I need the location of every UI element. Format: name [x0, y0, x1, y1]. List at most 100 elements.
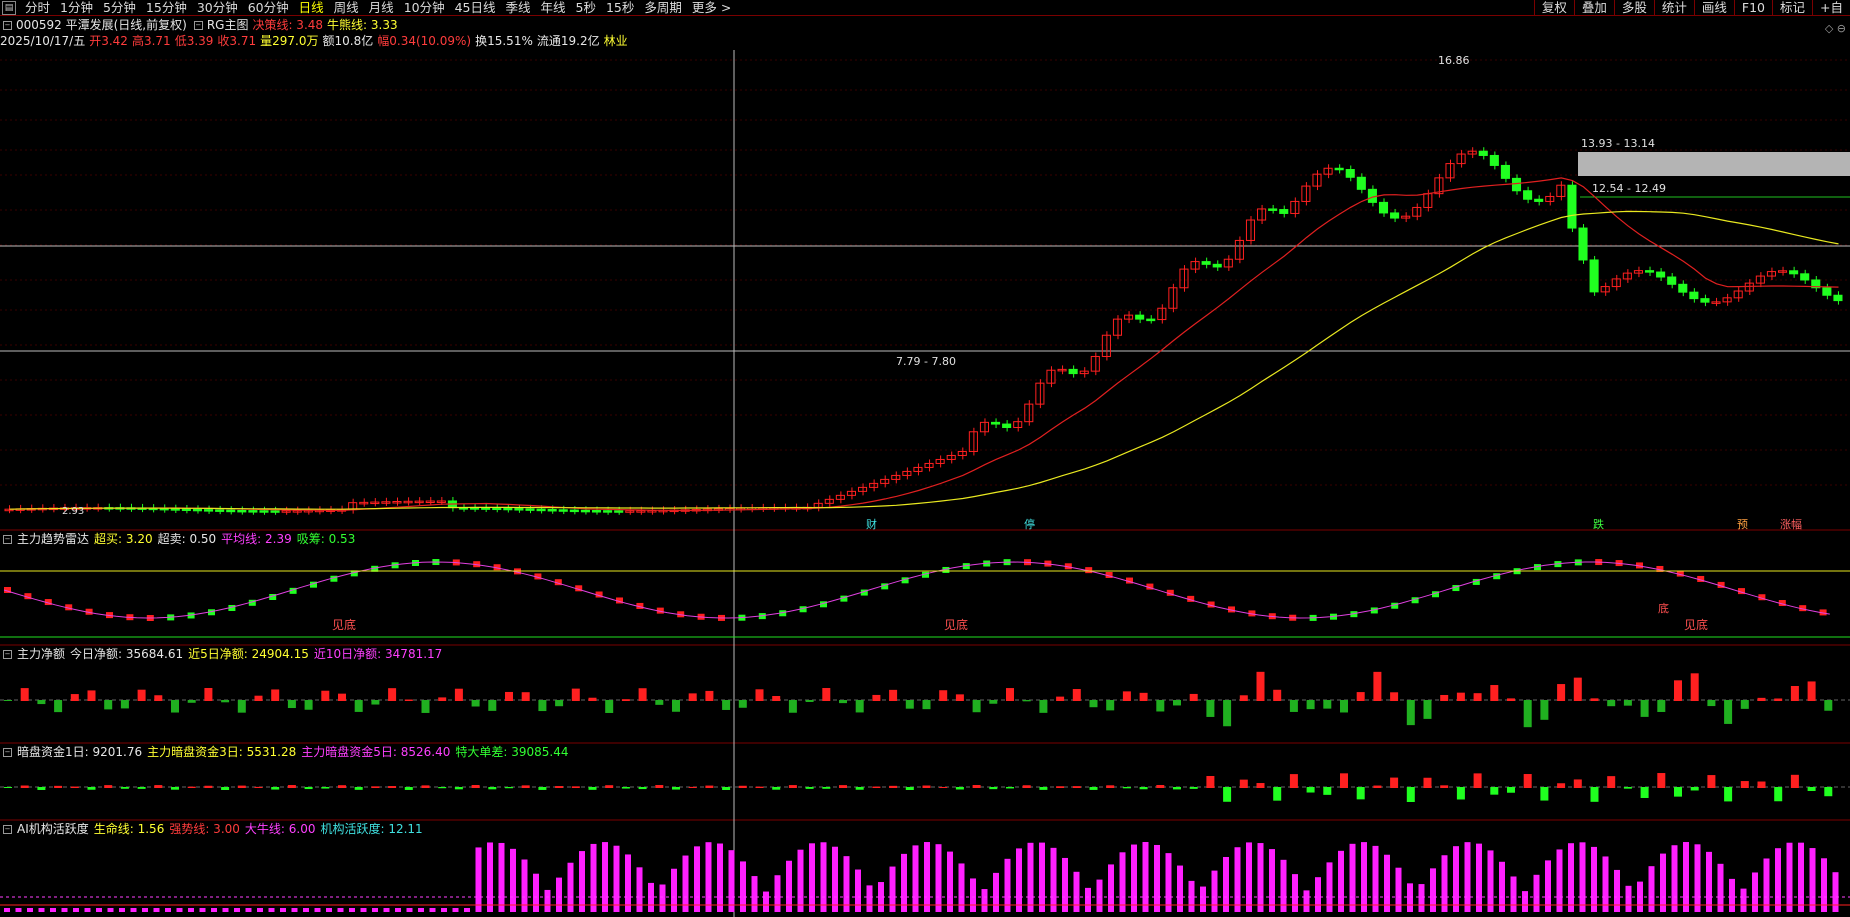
darkpool-bar-78: [1306, 787, 1315, 793]
minus-icon[interactable]: −: [193, 21, 203, 30]
radar-block-170: [1738, 588, 1745, 595]
toolbar-button-0[interactable]: 复权: [1533, 0, 1574, 15]
event-label-cai[interactable]: 财: [866, 518, 877, 531]
minus-icon[interactable]: −: [3, 21, 12, 30]
candle-body-105: [1168, 287, 1178, 309]
candle-body-142: [1578, 227, 1588, 261]
netflow-bar-37: [621, 699, 630, 701]
ai-bar-102: [1177, 865, 1183, 912]
period-tab-7[interactable]: 周线: [333, 0, 359, 15]
event-label-yu[interactable]: 预: [1737, 518, 1748, 531]
toolbar-button-7[interactable]: +自: [1812, 0, 1850, 15]
period-tab-5[interactable]: 60分钟: [247, 0, 289, 15]
ai-bar-84: [970, 878, 976, 912]
candle-body-82: [913, 466, 923, 472]
netflow-bar-79: [1323, 700, 1332, 709]
period-tab-9[interactable]: 10分钟: [403, 0, 445, 15]
darkpool-bar-17: [287, 785, 296, 788]
period-tab-16[interactable]: 更多 >: [691, 0, 732, 15]
candle-body-139: [1545, 195, 1555, 202]
darkpool-bar-7: [120, 787, 129, 789]
minus-icon[interactable]: −: [3, 650, 12, 659]
candle-body-124: [1378, 201, 1389, 214]
toolbar-button-2[interactable]: 多股: [1613, 0, 1654, 15]
ai-bar-80: [924, 842, 930, 912]
minus-icon[interactable]: −: [3, 825, 12, 834]
period-tab-4[interactable]: 30分钟: [196, 0, 238, 15]
quote-low: 低3.39: [174, 34, 214, 48]
period-tab-13[interactable]: 5秒: [575, 0, 596, 15]
event-label-ting[interactable]: 停: [1024, 518, 1035, 531]
ai-bar-94: [1085, 887, 1091, 912]
period-tab-8[interactable]: 月线: [368, 0, 394, 15]
period-tab-1[interactable]: 1分钟: [60, 0, 93, 15]
panel-netflow-name[interactable]: 主力净额: [17, 647, 66, 661]
ai-bar-126: [1453, 846, 1459, 912]
candle-body-161: [1789, 270, 1799, 275]
ai-bar-30: [349, 908, 355, 912]
ai-bar-123: [1418, 884, 1425, 912]
candle-body-135: [1500, 164, 1510, 179]
toolbar-button-1[interactable]: 叠加: [1573, 0, 1614, 15]
ai-bar-73: [843, 856, 850, 912]
period-tab-11[interactable]: 季线: [505, 0, 531, 15]
toolbar-button-6[interactable]: 标记: [1772, 0, 1812, 15]
ai-bar-67: [774, 875, 781, 912]
candle-body-86: [957, 450, 967, 456]
period-tab-15[interactable]: 多周期: [644, 0, 682, 15]
period-tab-3[interactable]: 15分钟: [145, 0, 187, 15]
panel-radar-name[interactable]: 主力趋势雷达: [17, 532, 90, 546]
ai-bar-122: [1407, 883, 1413, 912]
toolbar-button-5[interactable]: F10: [1733, 0, 1772, 15]
stock-code-name[interactable]: 000592 平潭发展(日线,前复权): [16, 18, 187, 32]
menu-icon[interactable]: ▤: [2, 0, 16, 15]
darkpool-bar-84: [1406, 787, 1415, 802]
darkpool-bar-27: [454, 787, 463, 790]
period-tab-6[interactable]: 日线: [298, 0, 324, 15]
darkpool-bar-34: [571, 786, 580, 788]
minus-icon[interactable]: −: [3, 748, 12, 757]
darkpool-bar-81: [1356, 787, 1365, 800]
period-tab-0[interactable]: 分时: [25, 0, 51, 15]
radar-block-0: [4, 587, 11, 593]
ai-bar-99: [1142, 842, 1149, 912]
ai-bar-50: [579, 851, 585, 912]
darkpool-bar-104: [1740, 781, 1749, 788]
ma-red-line: [9, 177, 1839, 511]
candle-body-93: [1035, 382, 1045, 405]
indicator-name[interactable]: RG主图: [206, 18, 249, 32]
radar-block-48: [493, 564, 501, 571]
candle-body-36: [403, 500, 413, 504]
panel-control-icon[interactable]: ◇ ⊖: [1824, 22, 1846, 35]
ai-bar-26: [303, 908, 309, 912]
ai-bar-78: [901, 853, 907, 912]
period-tab-2[interactable]: 5分钟: [102, 0, 136, 15]
period-tab-10[interactable]: 45日线: [454, 0, 496, 15]
candle-body-20: [226, 509, 236, 513]
netflow-bar-99: [1657, 700, 1666, 712]
netflow-bar-16: [271, 689, 280, 701]
event-label-zhangfu[interactable]: 涨幅: [1780, 518, 1802, 531]
darkpool-bar-75: [1256, 783, 1265, 788]
netflow-bar-80: [1340, 700, 1348, 713]
candle-body-154: [1711, 301, 1721, 304]
ai-bar-115: [1326, 862, 1333, 912]
toolbar-button-4[interactable]: 画线: [1693, 0, 1734, 15]
panel-ai-name[interactable]: AI机构活跃度: [17, 822, 89, 836]
radar-block-94: [962, 563, 970, 570]
period-tab-12[interactable]: 年线: [540, 0, 566, 15]
ai-bar-89: [1027, 842, 1034, 912]
event-label-die[interactable]: 跌: [1593, 518, 1604, 531]
candle-body-144: [1600, 286, 1610, 293]
minus-icon[interactable]: −: [3, 535, 12, 544]
period-tab-14[interactable]: 15秒: [605, 0, 635, 15]
panel-darkpool-name[interactable]: 暗盘资金1日: [17, 745, 85, 759]
darkpool-bar-74: [1239, 779, 1248, 788]
radar-block-78: [799, 606, 807, 613]
ai-bar-121: [1395, 867, 1402, 912]
radar-average-line: [3, 561, 1830, 619]
ai-bar-92: [1062, 857, 1068, 912]
toolbar-button-3[interactable]: 统计: [1653, 0, 1694, 15]
netflow-bar-25: [421, 700, 430, 713]
